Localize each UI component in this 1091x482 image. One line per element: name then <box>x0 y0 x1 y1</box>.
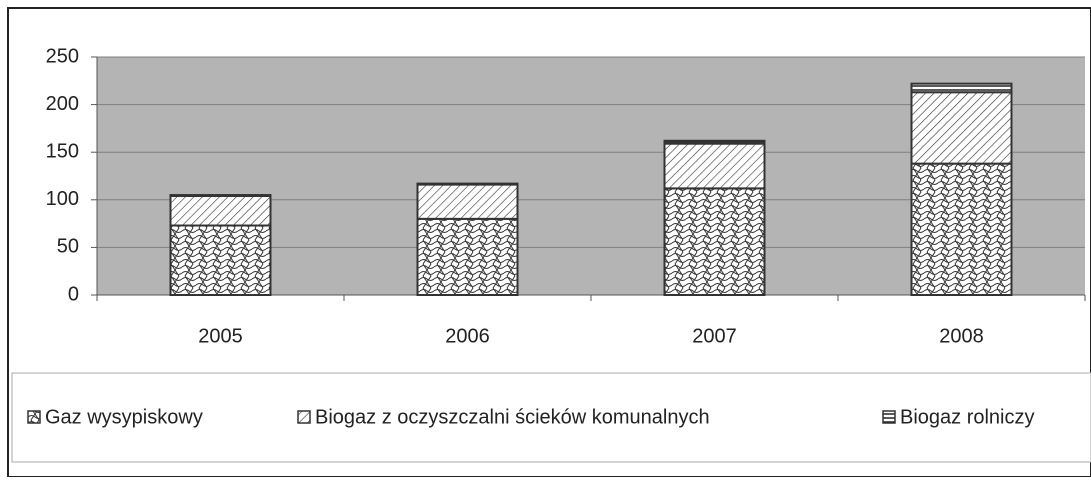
legend-label: Biogaz rolniczy <box>900 406 1035 428</box>
bar-segment <box>663 187 766 297</box>
y-tick-label: 50 <box>57 236 79 258</box>
bar-segment <box>663 142 766 190</box>
legend-swatch <box>882 410 896 424</box>
bar-segment <box>416 183 519 220</box>
bar-segment <box>910 91 1013 165</box>
legend-label: Biogaz z oczyszczalni ścieków komunalnyc… <box>315 406 710 428</box>
legend-swatch <box>27 410 41 424</box>
y-tick-label: 100 <box>46 188 79 210</box>
bar-segment <box>169 194 272 197</box>
bar-segment <box>910 82 1013 94</box>
bar-segment <box>169 224 272 296</box>
x-tick-label: 2007 <box>692 325 737 347</box>
y-tick-label: 200 <box>46 93 79 115</box>
legend-swatch <box>297 410 311 424</box>
bar-segment <box>169 194 272 227</box>
x-tick-label: 2005 <box>198 325 243 347</box>
x-tick-label: 2008 <box>939 325 984 347</box>
y-tick-label: 0 <box>68 283 79 305</box>
x-tick-label: 2006 <box>445 325 490 347</box>
bar-segment <box>663 139 766 145</box>
y-tick-label: 150 <box>46 140 79 162</box>
bar-segment <box>416 217 519 296</box>
legend-box <box>11 372 1091 463</box>
bar-segment <box>910 162 1013 296</box>
y-tick-label: 250 <box>46 45 79 67</box>
bar-segment <box>416 182 519 186</box>
legend-label: Gaz wysypiskowy <box>45 406 203 428</box>
